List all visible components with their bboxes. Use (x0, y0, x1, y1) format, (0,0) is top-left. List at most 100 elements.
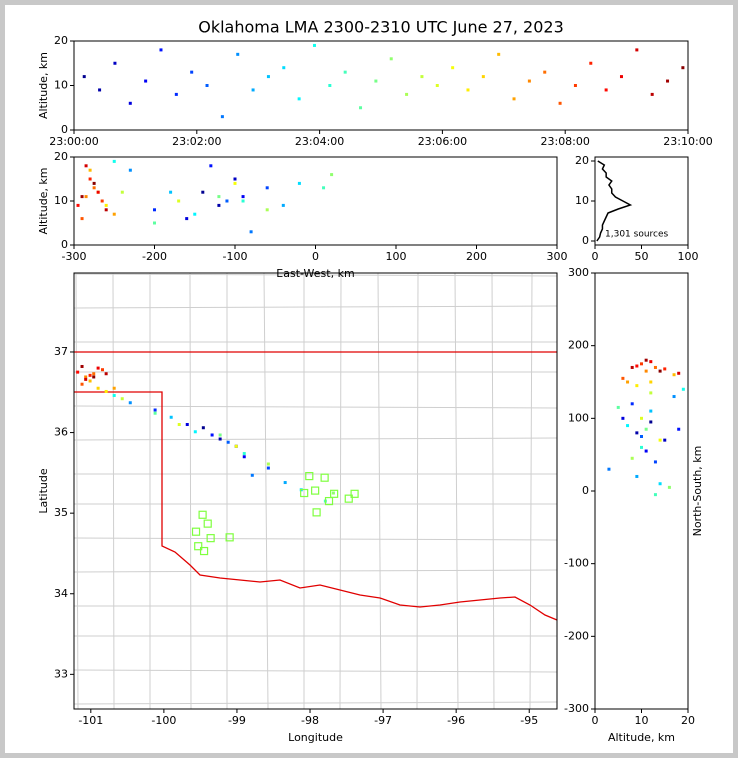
station (324, 496, 334, 506)
county-line (73, 437, 558, 441)
lightning-source (626, 424, 630, 428)
x-axis-label: Altitude, km (608, 731, 675, 744)
lightning-source (635, 384, 639, 388)
lightning-source (653, 493, 657, 497)
lightning-source (666, 79, 670, 83)
lightning-source (225, 199, 229, 203)
lightning-source (331, 491, 335, 495)
lightning-source (242, 452, 246, 456)
lightning-source (466, 88, 470, 92)
lightning-source (242, 455, 246, 459)
x-tick-label: -99 (228, 714, 246, 727)
lightning-source (88, 177, 92, 181)
lightning-source (649, 380, 653, 384)
lightning-source (113, 61, 117, 65)
lightning-source (92, 375, 96, 379)
lightning-source (174, 92, 178, 96)
lightning-source (84, 377, 88, 381)
y-tick-label: 100 (568, 411, 589, 424)
source-count: 1,301 sources (605, 230, 669, 240)
y-axis-label: Altitude, km (37, 167, 50, 234)
lightning-source (630, 365, 634, 369)
lightning-source (82, 75, 86, 79)
county-line (73, 701, 558, 705)
chart-title: Oklahoma LMA 2300-2310 UTC June 27, 2023 (198, 18, 564, 37)
lightning-source (185, 217, 189, 221)
lightning-source (88, 379, 92, 383)
lightning-source (153, 208, 156, 212)
lightning-source (266, 462, 270, 466)
y-tick-label: 20 (54, 150, 68, 163)
lightning-source (640, 362, 643, 366)
plot-frame (73, 272, 558, 710)
lightning-source (619, 75, 623, 79)
lightning-source (621, 416, 625, 420)
lightning-source (558, 101, 562, 105)
lightning-source (649, 409, 653, 413)
lightning-source (104, 208, 108, 212)
lightning-source (80, 195, 84, 199)
lightning-source (144, 79, 148, 83)
x-tick-label: -300 (62, 250, 87, 263)
y-tick-label: 10 (54, 194, 68, 207)
lightning-source (92, 372, 96, 376)
x-tick-label: -200 (142, 250, 167, 263)
lightning-source (635, 364, 639, 368)
lightning-source (359, 106, 363, 110)
station (320, 473, 329, 482)
y-tick-label: 0 (582, 484, 589, 497)
lightning-source (282, 66, 286, 70)
x-tick-label: -100 (223, 250, 248, 263)
lightning-source (153, 221, 156, 225)
y-tick-label: 35 (54, 506, 68, 519)
lightning-source (649, 360, 653, 364)
lightning-source (374, 79, 378, 83)
lightning-source (266, 466, 270, 470)
lightning-source (128, 101, 132, 105)
x-tick-label: 100 (678, 250, 699, 263)
lightning-source (98, 88, 102, 92)
lightning-source (281, 203, 285, 207)
y-tick-label: -200 (564, 629, 589, 642)
station (350, 489, 359, 498)
lightning-source (677, 371, 681, 375)
lightning-source (649, 391, 653, 395)
x-tick-label: -98 (301, 714, 319, 727)
y-tick-label: 0 (61, 123, 68, 136)
x-tick-label: 0 (592, 250, 599, 263)
lightning-source (297, 97, 301, 101)
lightning-source (653, 365, 657, 369)
x-tick-label: 23:04:00 (295, 135, 344, 148)
y-tick-label: -300 (564, 702, 589, 715)
lightning-source (233, 177, 237, 181)
station (194, 542, 203, 551)
lightning-source (640, 445, 643, 449)
station (206, 534, 215, 543)
lightning-source (527, 79, 531, 83)
lightning-source (649, 420, 653, 424)
lightning-source (201, 426, 205, 430)
lightning-source (640, 435, 643, 438)
lightning-source (80, 382, 84, 386)
lightning-source (193, 212, 197, 216)
y-axis-label: North-South, km (691, 446, 704, 537)
lightning-source (84, 164, 88, 168)
lightning-source (112, 386, 116, 390)
y-tick-label: 33 (54, 667, 68, 680)
lightning-source (84, 375, 88, 379)
x-tick-label: 0 (592, 714, 599, 727)
lightning-source (635, 474, 639, 478)
lightning-source (220, 115, 224, 119)
lightning-source (677, 427, 681, 431)
lightning-source (120, 190, 124, 194)
y-tick-label: 37 (54, 345, 68, 358)
lightning-source (169, 415, 173, 419)
lightning-source (249, 230, 253, 234)
lightning-source (236, 52, 240, 56)
lightning-source (420, 75, 424, 79)
lightning-source (297, 181, 301, 185)
lightning-source (626, 380, 630, 384)
lightning-source (265, 186, 269, 190)
lightning-source (218, 437, 222, 441)
station (305, 471, 314, 481)
